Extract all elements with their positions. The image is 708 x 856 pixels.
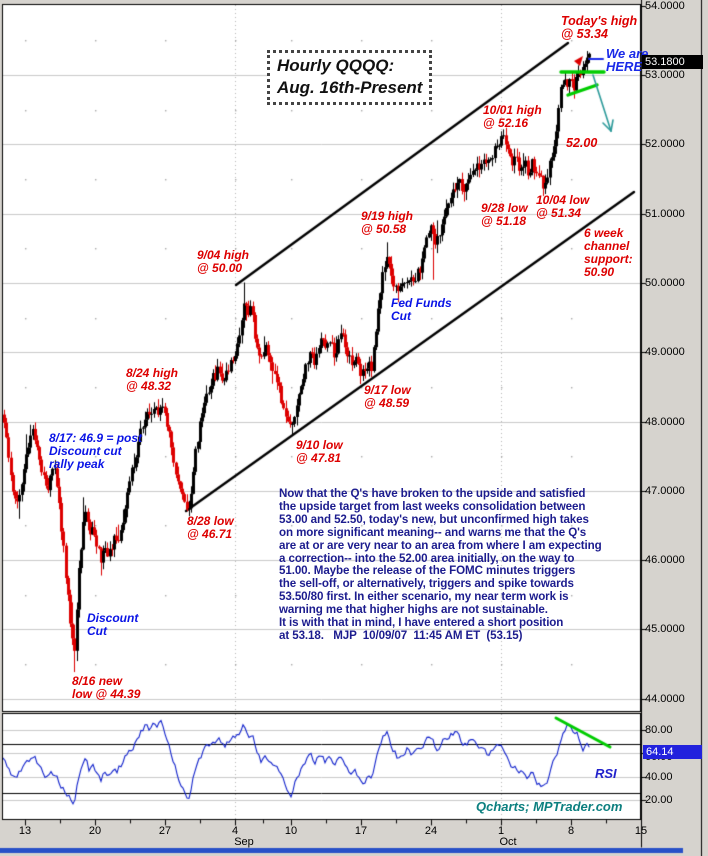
chart-window: Hourly QQQQ: Aug. 16th-Present Today's h… — [0, 0, 708, 856]
price-chart-canvas[interactable] — [0, 0, 708, 856]
